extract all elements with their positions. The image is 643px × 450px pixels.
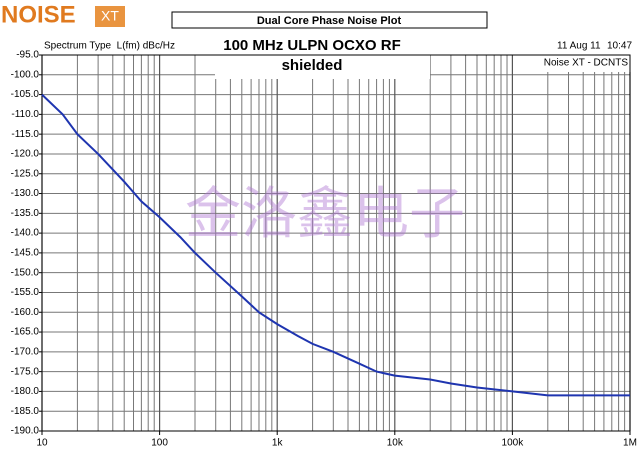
time: 10:47 [607,41,632,52]
y-tick-label: -95.0 [16,50,39,61]
logo-badge: XT [101,8,119,24]
y-tick-label: -150.0 [11,267,40,278]
logo-badge-box [95,6,125,27]
x-tick-label: 1M [623,438,637,449]
y-tick-label: -135.0 [11,208,40,219]
y-tick-label: -175.0 [11,366,40,377]
y-tick-label: -170.0 [11,346,40,357]
y-tick-label: -145.0 [11,248,40,259]
y-tick-label: -180.0 [11,386,40,397]
title-box [171,11,488,29]
logo: NOISE [1,1,76,28]
y-tick-label: -160.0 [11,307,40,318]
annotation: 100 MHz ULPN OCXO RF [223,37,401,54]
noise-trace [41,93,630,397]
chart-title: Dual Core Phase Noise Plot [257,15,402,27]
x-tick-label: 10 [36,438,48,449]
y-tick-label: -190.0 [11,426,40,437]
y-tick-label: -130.0 [11,188,40,199]
x-tick-label: 10k [387,438,404,449]
y-tick-label: -165.0 [11,327,40,338]
instrument-box [535,52,631,72]
y-tick-label: -185.0 [11,406,40,417]
y-tick-label: -110.0 [11,109,39,120]
instrument: Noise XT - DCNTS [544,58,629,69]
annotation-box [215,33,430,79]
watermark: 金洛鑫电子 [185,182,465,245]
y-tick-label: -125.0 [11,168,40,179]
x-tick-label: 100k [502,438,525,449]
y-tick-label: -120.0 [11,149,40,160]
y-tick-label: -115.0 [11,129,39,140]
y-tick-label: -140.0 [11,228,40,239]
marks [41,93,630,397]
y-axis-label: Spectrum Type L(fm) dBc/Hz [44,41,175,52]
annotation: shielded [282,57,343,74]
x-tick-label: 100 [151,438,168,449]
y-tick-label: -155.0 [11,287,40,298]
y-tick-label: -100.0 [11,69,40,80]
x-tick-label: 1k [272,438,284,449]
y-tick-label: -105.0 [11,89,40,100]
plot-border [41,54,631,432]
date: 11 Aug 11 [557,41,601,52]
